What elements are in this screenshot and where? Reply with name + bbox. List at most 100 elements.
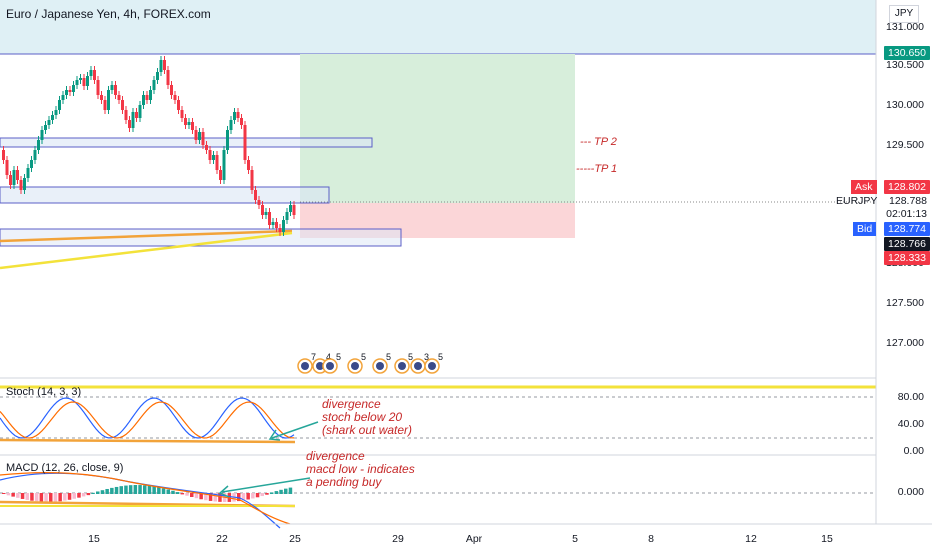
target-price-tag: 130.650 [884,46,930,60]
bid-label: Bid [853,222,877,236]
time-label: 15 [821,533,833,545]
macd-bar [114,486,119,494]
macd-bar [96,491,100,494]
candle-body [257,200,261,205]
price-tick: 130.000 [886,99,924,111]
event-flag-icon [428,362,436,370]
macd-bar [194,493,199,499]
time-label: 5 [572,533,578,545]
candle-body [268,212,271,225]
macd-bar [72,493,76,499]
candle-body [261,205,264,215]
macd-tick: 0.000 [897,486,924,498]
macd-bar [44,493,48,502]
stoch-title[interactable]: Stoch (14, 3, 3) [6,386,82,398]
macd-title[interactable]: MACD (12, 26, close, 9) [6,462,124,474]
macd-bar [128,485,133,494]
macd-bar [81,493,86,497]
candle-body [26,168,30,178]
demand-box [0,228,402,247]
candle-body [86,76,89,86]
bid-price-tag: 128.774 [884,222,930,236]
macd-bar [16,493,20,498]
candle-body [254,190,257,200]
candle-body [233,112,236,120]
bar-countdown: 02:01:13 [886,208,927,220]
candle-body [240,118,243,125]
time-label: 25 [289,533,301,545]
candle-body [163,60,166,70]
macd-bar [185,493,189,496]
stoch-orange-line [0,438,296,444]
candle-body [121,100,124,110]
macd-bar [161,488,166,494]
macd-bar [288,487,293,494]
event-flag-icon [301,362,309,370]
candle-body [12,170,16,185]
price-tick: 129.500 [886,139,924,151]
macd-bar [190,493,194,497]
candle-body [135,112,138,118]
event-flag-icon [351,362,359,370]
candle-body [184,118,187,125]
macd-bar [105,488,109,494]
candle-body [89,70,93,76]
candle-body [194,130,198,140]
candle-body [264,212,268,215]
candle-body [93,70,96,80]
event-count: 5 [408,352,413,362]
macd-bar [110,487,114,494]
candle-body [142,95,145,105]
candle-body [275,222,278,228]
macd-bar [25,493,29,500]
macd-bar [175,492,180,494]
candle-body [229,120,233,130]
candle-body [173,95,177,100]
candle-body [289,205,292,212]
candle-body [40,130,44,140]
event-count: 5 [336,352,341,362]
stop-price-tag: 128.333 [884,251,930,265]
macd-bar [199,493,203,500]
candle-body [5,160,9,175]
macd-bar [34,493,39,502]
candle-body [54,110,58,115]
macd-bar [58,493,62,502]
macd-bar [2,493,6,494]
macd-bar [63,493,67,501]
macd-bar [171,490,175,494]
entry-box [0,186,330,204]
macd-bar [279,489,283,494]
price-tick: 130.500 [886,59,924,71]
macd-bar [208,493,213,501]
macd-divergence-note: divergence macd low - indicates a pendin… [306,449,415,489]
candle-body [205,145,208,150]
candle-body [177,100,180,110]
macd-bar [218,493,222,502]
candle-body [68,90,72,92]
candle-body [19,180,23,190]
candle-body [271,222,275,225]
macd-bar [91,492,95,494]
candle-body [82,78,86,86]
macd-bar [77,493,81,498]
candle-body [243,125,247,160]
candle-body [191,122,194,130]
event-count: 3 [424,352,429,362]
tp2-annotation: --- TP 2 [580,136,617,148]
candle-body [103,100,107,110]
candle-body [75,80,79,85]
candle-body [201,132,205,145]
candle-body [110,85,114,90]
currency-button[interactable]: JPY [889,5,919,23]
time-label: 12 [745,533,757,545]
macd-bar [274,491,279,494]
candle-body [215,155,219,170]
supply-zone [0,0,876,54]
event-flag-icon [414,362,422,370]
candle-body [61,95,65,100]
candle-body [131,112,135,128]
macd-arrowhead [218,485,230,498]
